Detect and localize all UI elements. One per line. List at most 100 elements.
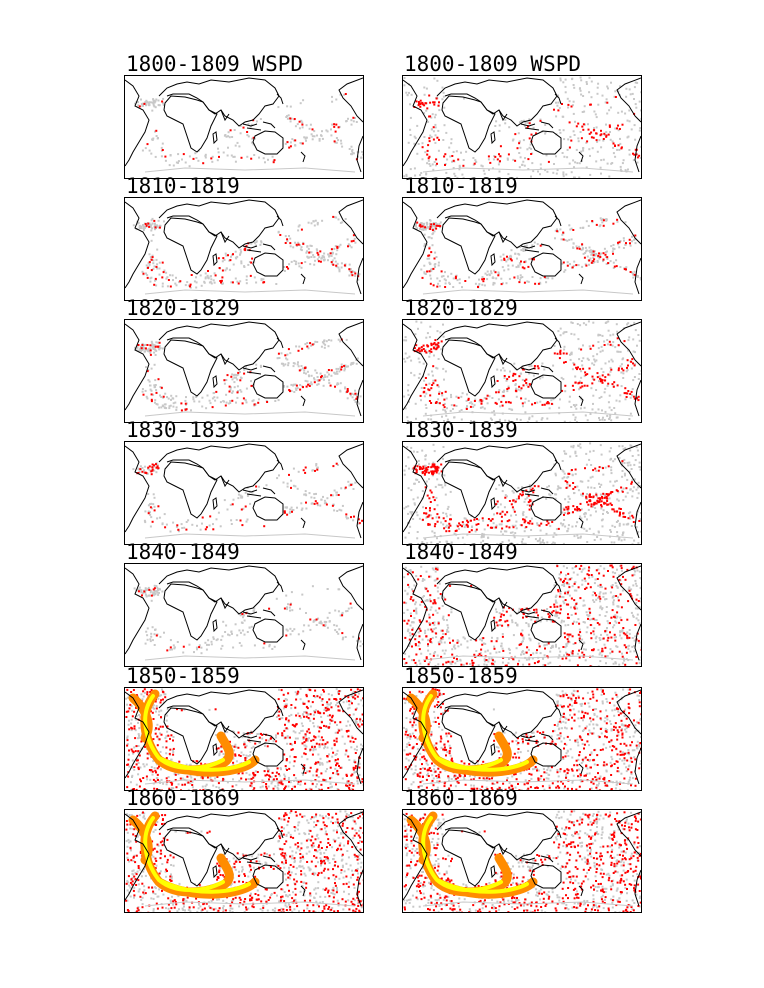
coastline (158, 443, 280, 493)
coastline (242, 487, 276, 497)
coastline (634, 379, 641, 417)
map-svg (403, 320, 641, 422)
density-red (413, 337, 640, 410)
world-map (402, 197, 642, 301)
coastline (125, 323, 150, 411)
panel-title: 1860-1869 (126, 786, 240, 810)
coastline (530, 130, 562, 155)
coastline (422, 289, 634, 295)
coastline (436, 443, 558, 493)
coastlines (403, 77, 641, 173)
coastline (125, 813, 150, 901)
coastline (436, 321, 558, 371)
map-svg (125, 199, 363, 295)
density-red (125, 688, 363, 790)
coastline (578, 885, 584, 897)
ship-tracks-gray (132, 462, 360, 533)
coastline (300, 517, 306, 529)
density-red (136, 462, 363, 531)
coastline (252, 496, 284, 521)
coastline (144, 411, 356, 417)
coastline (144, 289, 356, 295)
ship-tracks-gray (134, 93, 363, 168)
coastline (338, 565, 363, 611)
coastlines (125, 565, 363, 661)
density-red (416, 218, 637, 288)
coastline (212, 865, 218, 879)
world-map (402, 75, 642, 179)
map-svg (125, 688, 363, 790)
coastline (212, 131, 218, 145)
coastline (498, 231, 508, 244)
map-svg (403, 442, 641, 544)
map-svg (403, 76, 641, 178)
coastline (578, 395, 584, 407)
ship-tracks-gray (403, 564, 641, 666)
coastline (490, 619, 496, 633)
coastline (554, 459, 562, 471)
coastline (520, 733, 554, 743)
coastline (436, 565, 558, 615)
ship-tracks-gray (132, 216, 361, 289)
coastline (436, 199, 558, 249)
panel-title: 1810-1819 (404, 174, 518, 198)
density-red (403, 564, 641, 666)
coastline (276, 337, 284, 349)
world-map (402, 687, 642, 791)
coastline (520, 121, 554, 131)
map-svg (125, 565, 363, 661)
coastline (616, 77, 641, 123)
world-map (124, 809, 364, 913)
coastline (125, 445, 150, 533)
coastline (220, 353, 230, 366)
coastline (242, 733, 276, 743)
coastline (158, 321, 280, 371)
density-red (413, 94, 641, 167)
coastline (520, 365, 554, 375)
panel-title: 1820-1829 (404, 296, 518, 320)
coastline (338, 811, 363, 857)
coastlines (403, 565, 641, 661)
coastline (163, 829, 218, 887)
coastline (616, 321, 641, 367)
coastline (403, 323, 428, 411)
coastline (276, 459, 284, 471)
world-map (124, 441, 364, 545)
ship-tracks-gray (134, 338, 362, 412)
coastline (212, 743, 218, 757)
coastline (242, 855, 276, 865)
coastline (252, 374, 284, 399)
coastline (520, 487, 554, 497)
coastline (212, 253, 218, 267)
coastline (252, 742, 284, 767)
coastline (634, 747, 641, 785)
coastline (252, 864, 284, 889)
coastline (356, 135, 363, 173)
coastline (300, 395, 306, 407)
coastline (158, 565, 280, 615)
coastline (441, 583, 496, 641)
coastline (490, 743, 496, 757)
lane-yellow (421, 694, 529, 772)
coastline (530, 618, 562, 643)
coastline (144, 533, 356, 539)
coastlines (403, 321, 641, 417)
coastline (436, 811, 558, 861)
panel-title: 1850-1859 (404, 664, 518, 688)
ship-tracks-gray (414, 217, 641, 289)
coastline (212, 619, 218, 633)
coastline (356, 379, 363, 417)
coastline (356, 257, 363, 295)
world-map (402, 563, 642, 667)
coastline (441, 461, 496, 519)
coastline (338, 443, 363, 489)
lane-yellow (143, 694, 251, 772)
lane-yellow (143, 816, 251, 894)
map-svg (403, 810, 641, 912)
ship-tracks-gray (133, 584, 363, 655)
panel-title: 1860-1869 (404, 786, 518, 810)
coastline (158, 77, 280, 127)
coastlines (403, 811, 641, 907)
coastline (498, 843, 508, 856)
coastline (242, 365, 276, 375)
